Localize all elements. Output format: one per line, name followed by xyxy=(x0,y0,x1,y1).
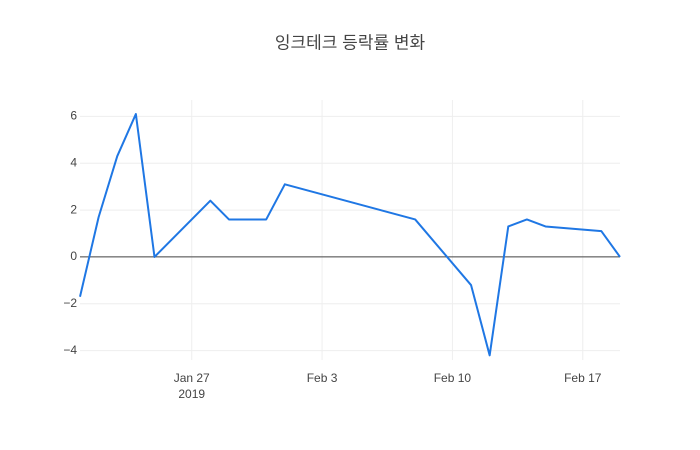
x-tick-label: Feb 17 xyxy=(564,371,602,385)
chart-title: 잉크테크 등락률 변화 xyxy=(275,33,426,52)
y-tick-label: −2 xyxy=(63,296,77,310)
y-tick-label: 6 xyxy=(70,109,77,123)
line-series xyxy=(79,113,621,357)
x-tick-label: Feb 10 xyxy=(434,371,472,385)
x-tick-sublabel: 2019 xyxy=(178,387,205,401)
y-tick-label: 4 xyxy=(70,155,77,169)
x-tick-label: Feb 3 xyxy=(307,371,338,385)
y-tick-label: −4 xyxy=(63,343,77,357)
y-tick-label: 2 xyxy=(70,202,77,216)
y-tick-label: 0 xyxy=(70,249,77,263)
x-tick-label: Jan 27 xyxy=(174,371,210,385)
